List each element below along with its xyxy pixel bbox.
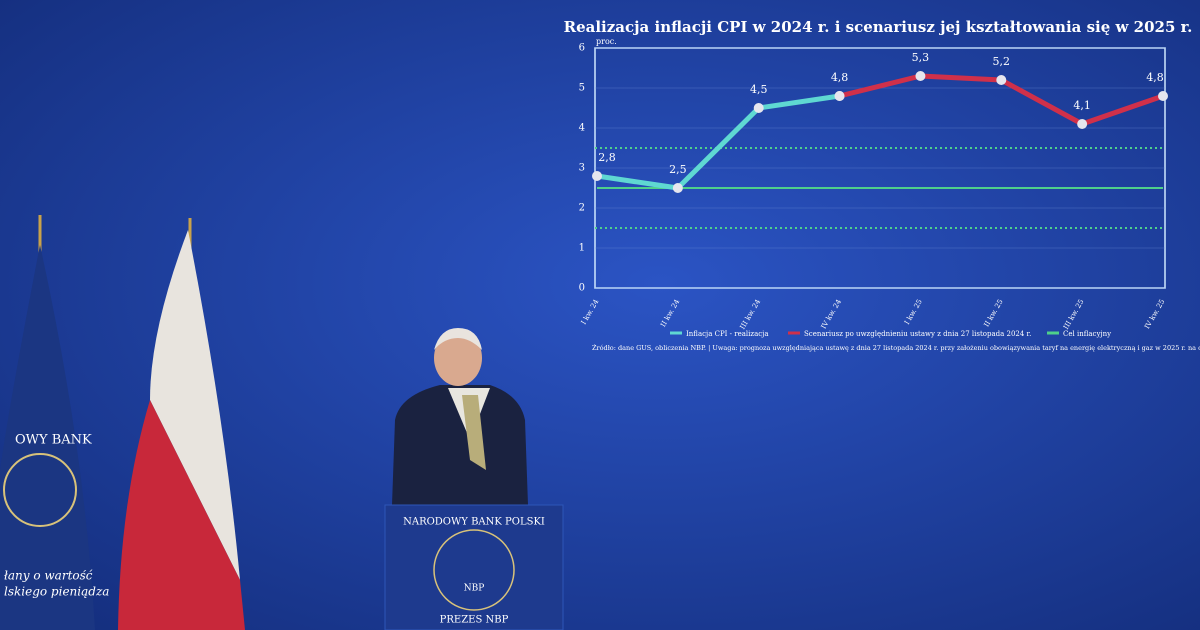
y-tick-label: 1 — [579, 243, 585, 254]
data-label: 5,2 — [993, 55, 1011, 68]
y-tick-label: 2 — [579, 203, 585, 214]
podium-emblem: NBP — [464, 584, 485, 594]
y-tick-label: 3 — [579, 163, 585, 174]
data-label: 4,8 — [1146, 71, 1164, 84]
data-point — [834, 91, 845, 101]
data-point — [592, 171, 602, 181]
series-line — [596, 93, 840, 191]
banner-line: łany o wartość — [4, 569, 93, 583]
data-label: 4,5 — [750, 83, 768, 96]
flags: OWY BANK łany o wartość lskiego pieniądz… — [0, 215, 245, 630]
y-axis-label: proc. — [596, 37, 617, 46]
legend-label: Scenariusz po uwzględnieniu ustawy z dni… — [804, 330, 1031, 338]
podium-title: NARODOWY BANK POLSKI — [403, 517, 545, 528]
y-tick-label: 0 — [579, 283, 585, 294]
data-point — [915, 71, 926, 81]
data-point — [1077, 119, 1088, 129]
chart-title: Realizacja inflacji CPI w 2024 r. i scen… — [564, 18, 1193, 36]
data-point — [1158, 91, 1168, 101]
data-label: 2,5 — [669, 163, 687, 176]
data-label: 4,1 — [1073, 99, 1091, 112]
speaker — [392, 328, 528, 505]
legend-label: Cel inflacyjny — [1063, 330, 1111, 338]
y-tick-label: 5 — [579, 83, 585, 94]
y-tick-label: 4 — [579, 123, 585, 134]
data-point — [996, 75, 1007, 85]
data-label: 5,3 — [912, 51, 930, 64]
banner-line: lskiego pieniądza — [4, 585, 109, 599]
data-label: 2,8 — [598, 151, 616, 164]
chart: Realizacja inflacji CPI w 2024 r. i scen… — [564, 18, 1200, 352]
y-tick-label: 6 — [579, 43, 585, 54]
podium: NARODOWY BANK POLSKI NBP PREZES NBP — [384, 504, 564, 630]
legend-label: Inflacja CPI - realizacja — [686, 330, 769, 338]
banner-top: OWY BANK — [15, 433, 92, 448]
data-point — [753, 103, 764, 113]
chart-note: Źródło: dane GUS, obliczenia NBP. | Uwag… — [592, 343, 1200, 352]
podium-subtitle: PREZES NBP — [440, 615, 509, 626]
data-label: 4,8 — [831, 71, 849, 84]
data-point — [672, 183, 683, 193]
